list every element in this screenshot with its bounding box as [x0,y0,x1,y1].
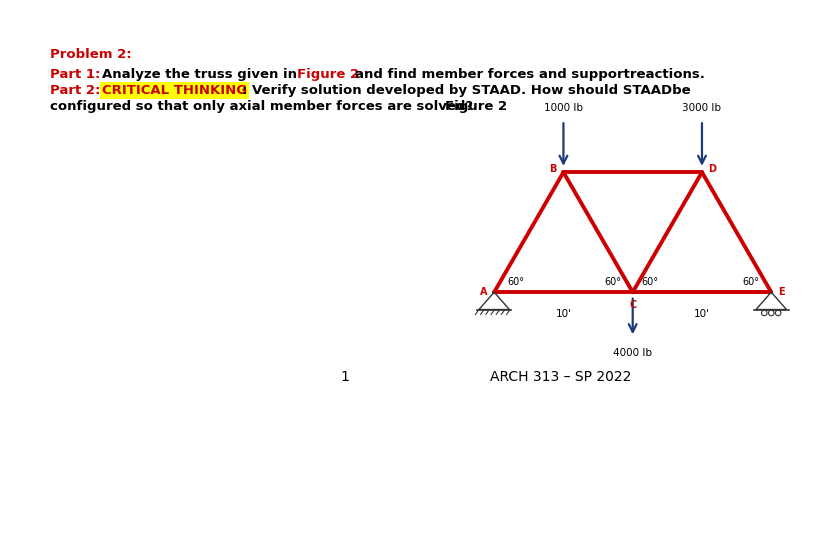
Text: 10': 10' [693,310,709,320]
Text: 10': 10' [555,310,571,320]
Text: Figure 2: Figure 2 [444,100,506,113]
Text: 60°: 60° [604,277,621,287]
Text: 60°: 60° [641,277,657,287]
Text: Figure 2: Figure 2 [297,68,359,81]
Text: D: D [708,164,715,174]
Text: ARCH 313 – SP 2022: ARCH 313 – SP 2022 [490,370,631,384]
Text: CRITICAL THINKING: CRITICAL THINKING [102,84,246,97]
Text: : Verify solution developed by STAAD. How should STAADbe: : Verify solution developed by STAAD. Ho… [241,84,690,97]
Text: 60°: 60° [507,277,524,287]
Text: Analyze the truss given in: Analyze the truss given in [102,68,301,81]
Text: Part 2:: Part 2: [50,84,100,97]
Text: Problem 2:: Problem 2: [50,48,131,61]
Text: 4000 lb: 4000 lb [613,348,652,357]
Text: C: C [629,300,636,310]
Text: E: E [777,287,784,297]
Text: B: B [548,164,556,174]
Text: Part 1:: Part 1: [50,68,100,81]
Text: and find member forces and supportreactions.: and find member forces and supportreacti… [355,68,704,81]
Text: 1000 lb: 1000 lb [543,103,582,113]
Text: 60°: 60° [741,277,758,287]
Text: A: A [480,287,487,297]
Text: configured so that only axial member forces are solved?: configured so that only axial member for… [50,100,472,113]
Text: 3000 lb: 3000 lb [681,103,720,113]
Text: 1: 1 [340,370,348,384]
